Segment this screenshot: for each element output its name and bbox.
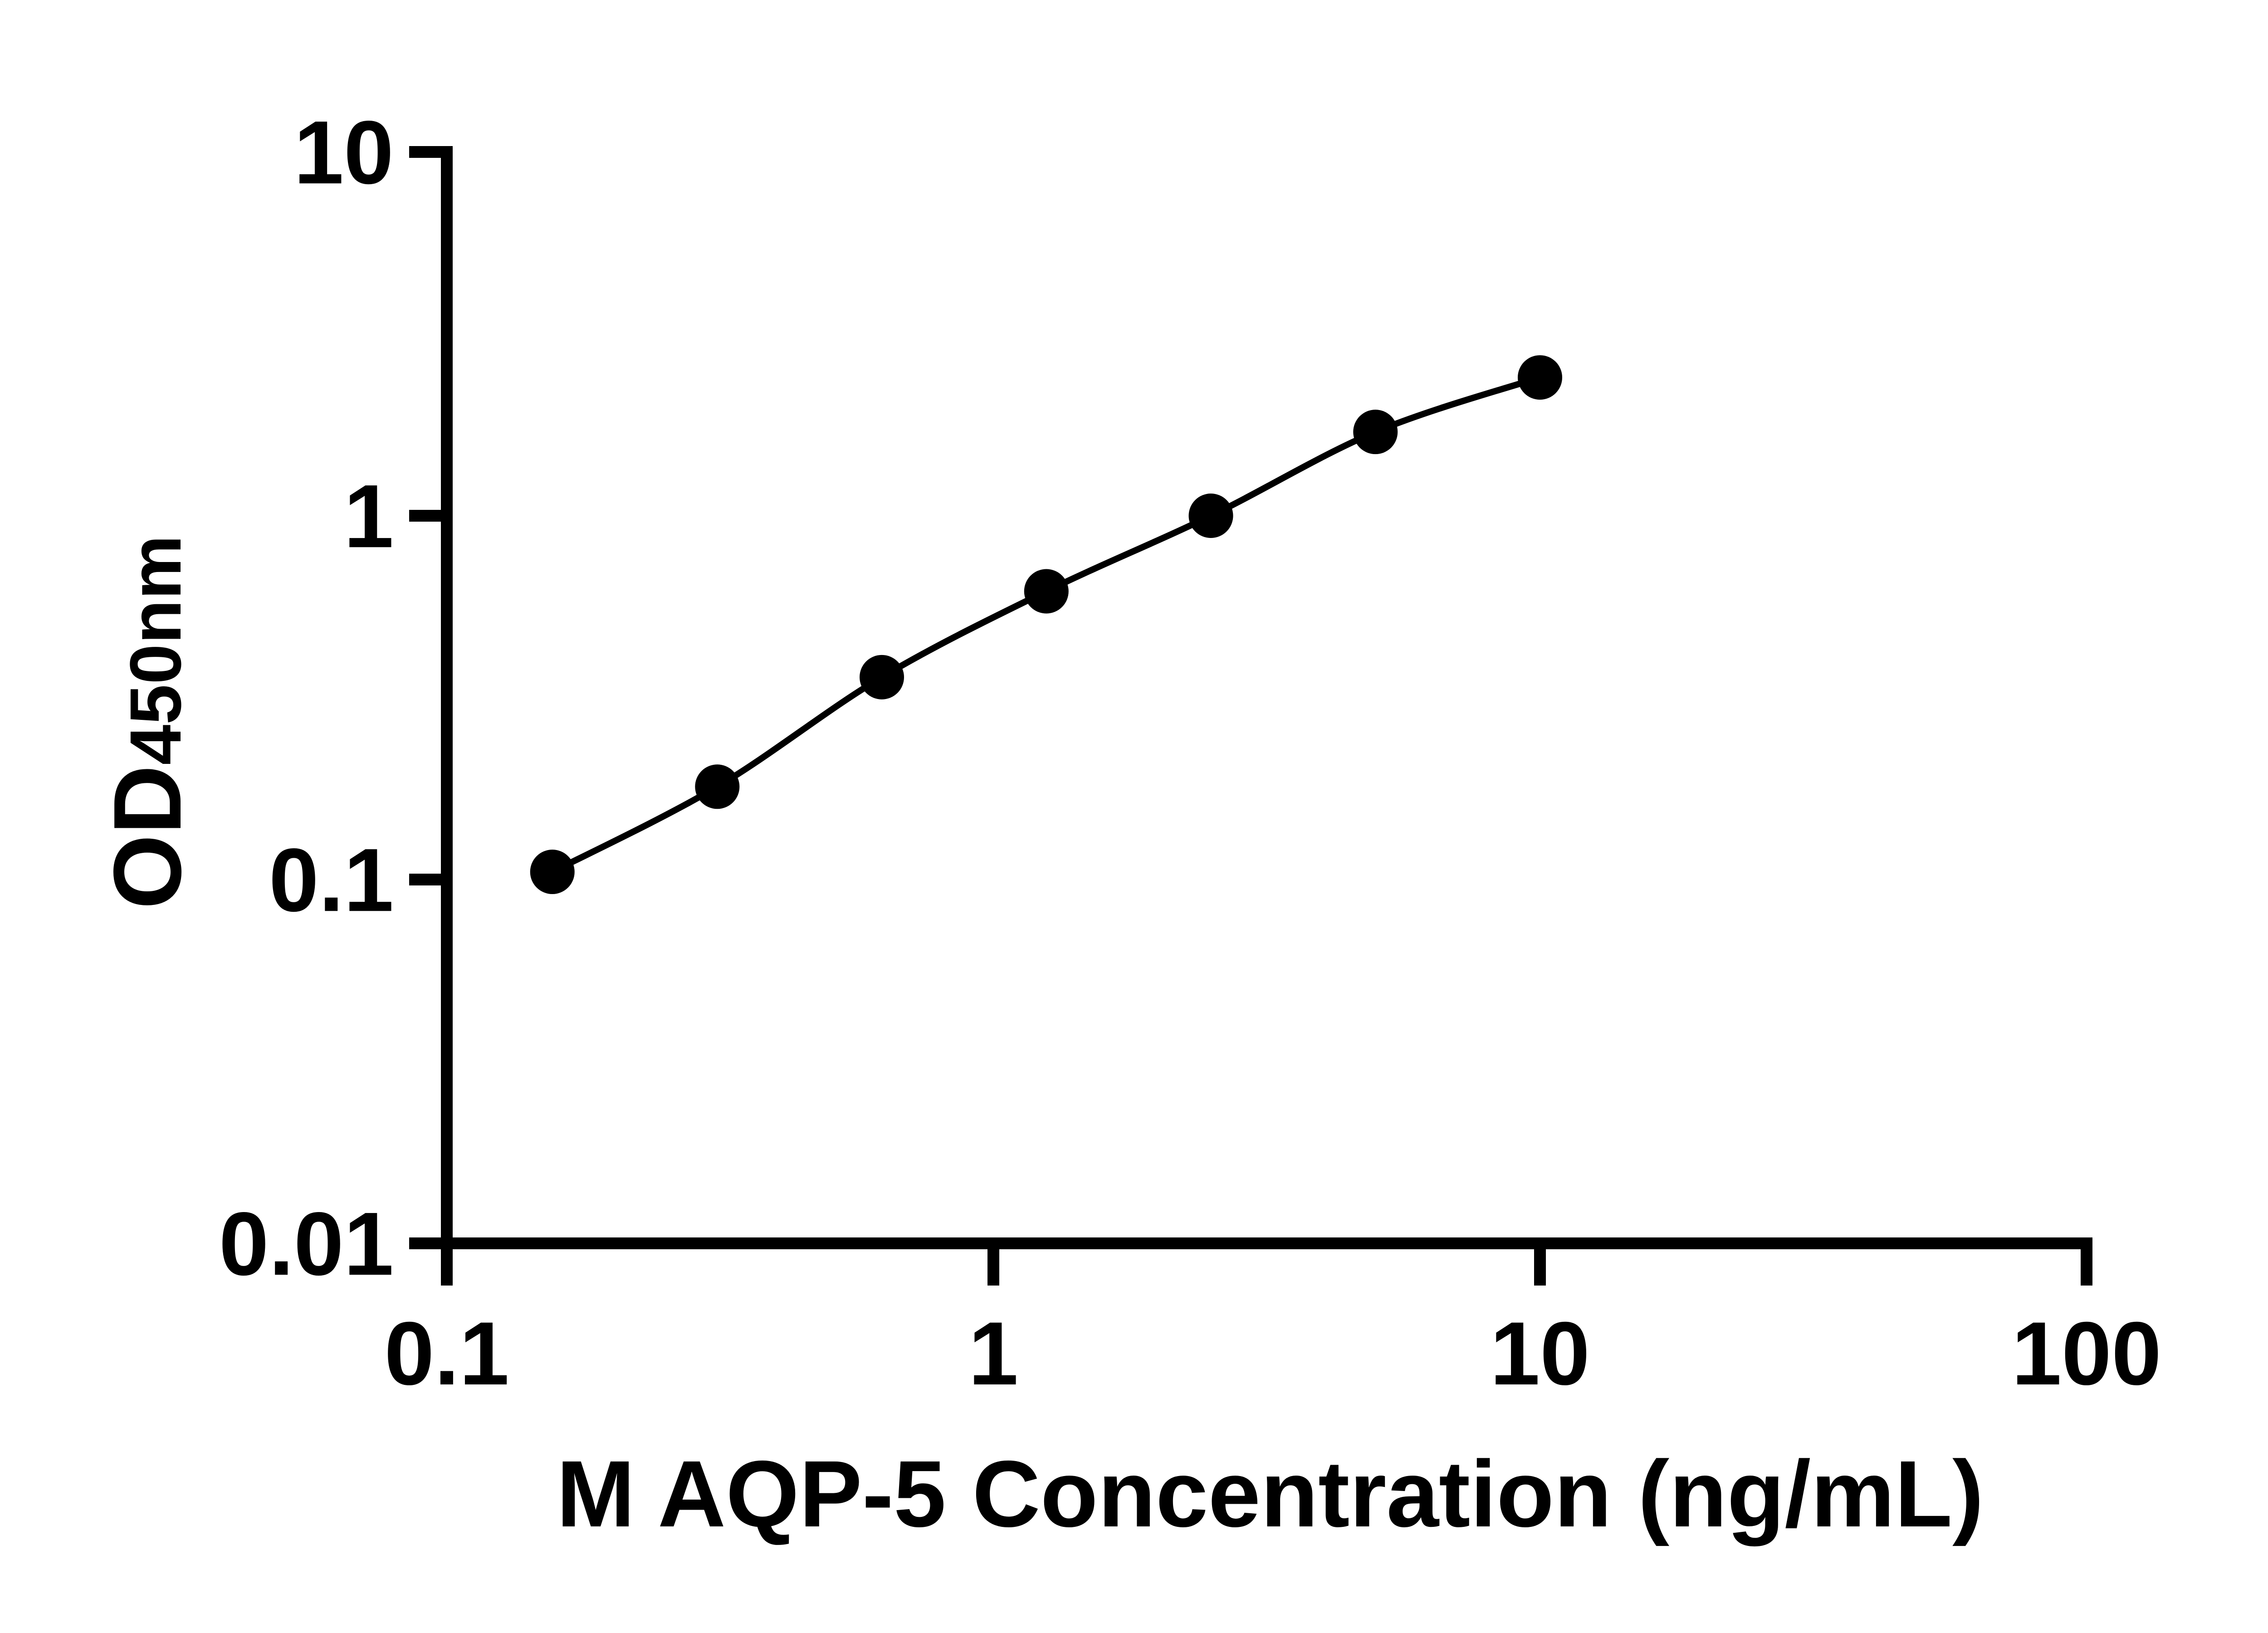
y-axis-title-main: OD xyxy=(93,765,201,909)
x-axis-tick-label: 0.1 xyxy=(384,1303,509,1403)
x-axis-title: M AQP-5 Concentration (ng/mL) xyxy=(557,1442,1984,1547)
data-point-marker xyxy=(695,764,740,809)
data-point-marker xyxy=(1024,569,1069,614)
data-point-marker xyxy=(860,655,904,699)
standard-curve-series xyxy=(530,355,1562,895)
y-axis-tick-label: 0.1 xyxy=(269,830,394,930)
x-axis-tick-label: 100 xyxy=(2012,1303,2161,1403)
data-point-marker xyxy=(1518,355,1562,400)
data-point-marker xyxy=(1353,410,1398,455)
y-axis-tick-label: 0.01 xyxy=(219,1193,394,1294)
x-axis-tick-label: 1 xyxy=(968,1303,1018,1403)
y-axis-title-subscript: 450nm xyxy=(115,535,196,765)
x-axis-tick-label: 10 xyxy=(1490,1303,1590,1403)
y-axis-tick-label: 10 xyxy=(294,102,394,202)
data-point-marker xyxy=(530,850,575,895)
y-axis-tick-label: 1 xyxy=(344,466,394,566)
axes xyxy=(441,146,2092,1249)
data-point-marker xyxy=(1188,494,1233,538)
y-axis-title: OD450nm xyxy=(93,535,201,909)
axis-ticks xyxy=(409,146,2092,1286)
